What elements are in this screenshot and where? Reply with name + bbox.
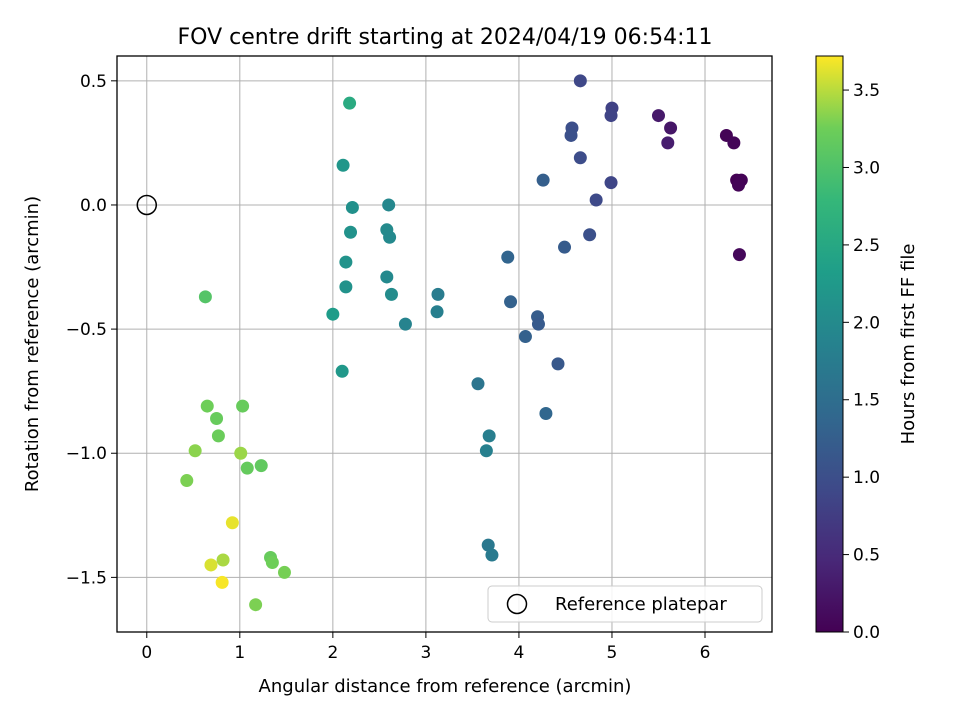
data-point: [336, 158, 350, 172]
data-point: [651, 109, 665, 123]
x-axis-ticks: 0 1 2 3 4 5 6: [141, 632, 710, 663]
x-tick-label: 4: [514, 643, 525, 663]
data-point: [180, 474, 194, 488]
chart-title: FOV centre drift starting at 2024/04/19 …: [178, 25, 713, 50]
x-tick-label: 5: [607, 643, 618, 663]
data-point: [384, 287, 398, 301]
data-point: [211, 429, 225, 443]
colorbar-tick-label: 2.5: [853, 236, 880, 256]
data-point: [732, 178, 746, 192]
x-tick-label: 6: [700, 643, 711, 663]
plot-frame: [116, 55, 773, 633]
data-point: [204, 558, 218, 572]
data-point: [504, 295, 518, 309]
reference-point: [136, 194, 158, 216]
data-point: [198, 290, 212, 304]
colorbar-tick-label: 1.5: [853, 391, 880, 411]
data-point: [277, 565, 291, 579]
x-tick-label: 2: [327, 643, 338, 663]
data-point: [539, 407, 553, 421]
data-point: [210, 411, 224, 425]
data-point: [225, 516, 239, 530]
y-tick-label: −1.0: [66, 444, 107, 464]
reference-marker: [136, 194, 158, 216]
colorbar-tick-label: 0.0: [853, 623, 880, 643]
data-point: [343, 96, 357, 110]
data-point: [589, 193, 603, 207]
data-point: [383, 230, 397, 244]
data-point: [339, 255, 353, 269]
data-point: [431, 287, 445, 301]
colorbar-tick-label: 1.0: [853, 468, 880, 488]
data-point: [430, 305, 444, 319]
data-point: [398, 317, 412, 331]
colorbar-tick-label: 3.5: [853, 81, 880, 101]
data-point: [335, 364, 349, 378]
y-axis-label: Rotation from reference (arcmin): [22, 196, 43, 492]
y-axis-ticks: 0.5 0.0 −0.5 −1.0 −1.5: [66, 72, 117, 588]
data-point: [664, 121, 678, 135]
data-point: [265, 555, 279, 569]
data-point: [216, 553, 230, 567]
y-tick-label: −0.5: [66, 320, 107, 340]
data-point: [518, 330, 532, 344]
data-point: [254, 459, 268, 473]
x-tick-label: 3: [420, 643, 431, 663]
data-points: [180, 74, 748, 612]
colorbar-ticks: 0.0 0.5 1.0 1.5 2.0 2.5 3.0 3.5: [843, 81, 880, 643]
data-point: [236, 399, 250, 413]
colorbar-tick-label: 2.0: [853, 313, 880, 333]
data-point: [339, 280, 353, 294]
data-point: [604, 176, 618, 190]
data-point: [727, 136, 741, 150]
data-point: [471, 377, 485, 391]
data-point: [240, 461, 254, 475]
legend-label: Reference platepar: [555, 594, 727, 615]
data-point: [558, 240, 572, 254]
data-point: [564, 128, 578, 142]
data-point: [531, 317, 545, 331]
y-tick-label: 0.5: [80, 72, 107, 92]
data-point: [345, 200, 359, 214]
data-point: [551, 357, 565, 371]
data-point: [573, 151, 587, 165]
colorbar-label: Hours from first FF file: [898, 244, 919, 445]
data-point: [501, 250, 515, 264]
data-point: [732, 248, 746, 262]
legend-box: [487, 585, 763, 623]
legend-marker-open-circle: [506, 593, 528, 615]
x-tick-label: 0: [141, 643, 152, 663]
data-point: [200, 399, 214, 413]
data-point: [536, 173, 550, 187]
data-point: [604, 109, 618, 123]
data-point: [344, 225, 358, 239]
colorbar-tick-label: 0.5: [853, 546, 880, 566]
data-point: [481, 538, 495, 552]
data-point: [249, 598, 263, 612]
data-point: [188, 444, 202, 458]
y-tick-label: 0.0: [80, 196, 107, 216]
legend: Reference platepar: [487, 585, 763, 623]
data-point: [583, 228, 597, 242]
data-point: [482, 429, 496, 443]
colorbar: [815, 55, 844, 633]
x-tick-label: 1: [234, 643, 245, 663]
data-point: [485, 548, 499, 562]
data-point: [215, 575, 229, 589]
grid-lines: [117, 56, 772, 632]
data-point: [382, 198, 396, 212]
x-axis-label: Angular distance from reference (arcmin): [259, 676, 632, 697]
data-point: [380, 270, 394, 284]
y-tick-label: −1.5: [66, 568, 107, 588]
data-point: [234, 446, 248, 460]
data-point: [326, 307, 340, 321]
data-point: [479, 444, 493, 458]
data-point: [573, 74, 587, 88]
data-point: [661, 136, 675, 150]
colorbar-tick-label: 3.0: [853, 158, 880, 178]
